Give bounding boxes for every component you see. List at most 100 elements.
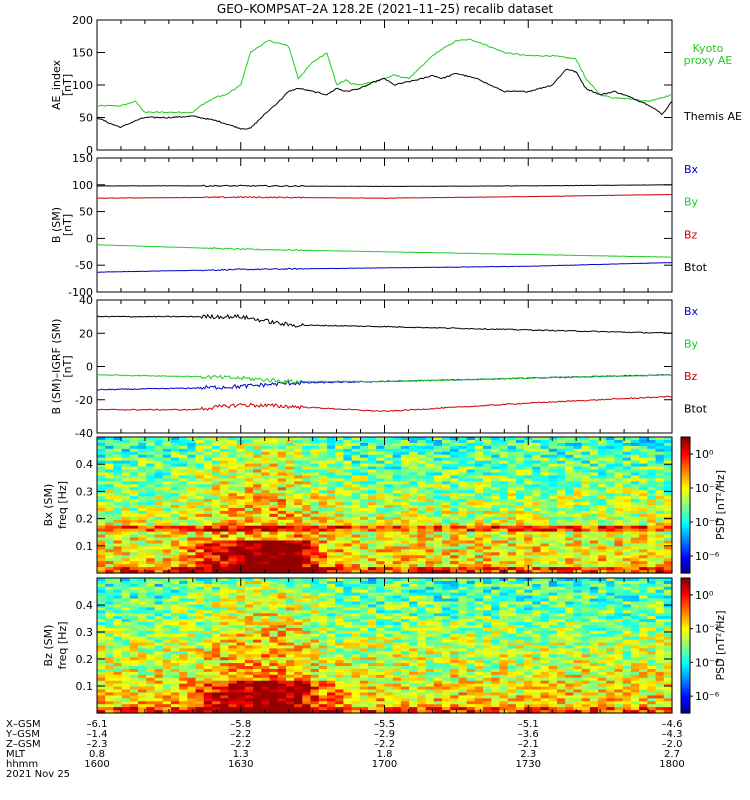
heatmap-cell bbox=[179, 674, 188, 679]
heatmap-cell bbox=[310, 540, 320, 545]
heatmap-cell bbox=[261, 601, 271, 606]
heatmap-cell bbox=[195, 451, 205, 456]
heatmap-cell bbox=[146, 624, 156, 629]
heatmap-cell bbox=[639, 516, 648, 521]
heatmap-cell bbox=[359, 475, 369, 479]
heatmap-cell bbox=[310, 680, 320, 685]
heatmap-cell bbox=[195, 439, 205, 444]
heatmap-cell bbox=[335, 522, 345, 527]
heatmap-cell bbox=[384, 540, 394, 545]
heatmap-cell bbox=[277, 592, 287, 597]
heatmap-cell bbox=[269, 695, 279, 699]
heatmap-cell bbox=[162, 660, 172, 664]
heatmap-cell bbox=[425, 466, 435, 471]
heatmap-cell bbox=[253, 516, 262, 521]
heatmap-cell bbox=[606, 537, 616, 542]
heatmap-cell bbox=[236, 528, 246, 533]
heatmap-cell bbox=[228, 493, 238, 497]
heatmap-cell bbox=[146, 507, 156, 512]
heatmap-cell bbox=[138, 522, 147, 527]
heatmap-cell bbox=[170, 567, 180, 571]
heatmap-cell bbox=[598, 454, 607, 459]
heatmap-cell bbox=[187, 519, 197, 524]
heatmap-cell bbox=[121, 689, 131, 694]
heatmap-cell bbox=[318, 601, 328, 606]
heatmap-cell bbox=[491, 507, 501, 512]
heatmap-cell bbox=[310, 439, 320, 444]
heatmap-cell bbox=[450, 472, 460, 477]
heatmap-cell bbox=[581, 537, 591, 542]
heatmap-cell bbox=[154, 439, 164, 444]
colorbar-segment bbox=[681, 557, 690, 560]
heatmap-cell bbox=[515, 469, 525, 474]
heatmap-cell bbox=[138, 528, 147, 533]
heatmap-cell bbox=[318, 645, 328, 650]
heatmap-cell bbox=[129, 668, 139, 673]
heatmap-cell bbox=[138, 610, 147, 614]
heatmap-cell bbox=[294, 463, 303, 468]
heatmap-cell bbox=[187, 578, 197, 582]
heatmap-cell bbox=[253, 543, 262, 547]
heatmap-cell bbox=[244, 616, 254, 620]
heatmap-cell bbox=[376, 451, 386, 456]
heatmap-cell bbox=[614, 469, 624, 474]
heatmap-cell bbox=[97, 586, 106, 591]
heatmap-cell bbox=[146, 651, 156, 655]
heatmap-cell bbox=[220, 469, 230, 474]
heatmap-cell bbox=[162, 654, 172, 658]
heatmap-cell bbox=[327, 683, 336, 688]
heatmap-cell bbox=[220, 448, 230, 453]
heatmap-cell bbox=[228, 645, 238, 650]
heatmap-cell bbox=[442, 484, 451, 488]
heatmap-cell bbox=[622, 490, 632, 494]
legend-bx: Bx bbox=[684, 163, 699, 176]
heatmap-cell bbox=[540, 567, 550, 571]
heatmap-cell bbox=[154, 490, 164, 494]
heatmap-cell bbox=[154, 499, 164, 503]
heatmap-cell bbox=[343, 654, 353, 658]
heatmap-cell bbox=[392, 496, 402, 500]
heatmap-cell bbox=[466, 481, 476, 485]
heatmap-cell bbox=[113, 457, 123, 462]
heatmap-cell bbox=[639, 442, 648, 447]
heatmap-cell bbox=[187, 619, 197, 623]
heatmap-cell bbox=[302, 437, 312, 441]
heatmap-cell bbox=[655, 442, 665, 447]
heatmap-cell bbox=[187, 616, 197, 620]
heatmap-cell bbox=[359, 505, 369, 509]
heatmap-cell bbox=[203, 648, 213, 652]
heatmap-cell bbox=[138, 607, 147, 611]
heatmap-cell bbox=[540, 528, 550, 533]
heatmap-cell bbox=[589, 531, 599, 536]
heatmap-cell bbox=[310, 622, 320, 626]
heatmap-cell bbox=[655, 490, 665, 494]
heatmap-cell bbox=[228, 549, 238, 553]
heatmap-cell bbox=[97, 510, 106, 515]
heatmap-cell bbox=[466, 519, 476, 524]
heatmap-cell bbox=[614, 510, 624, 515]
heatmap-cell bbox=[540, 555, 550, 559]
heatmap-cell bbox=[384, 457, 394, 462]
heatmap-cell bbox=[318, 642, 328, 647]
heatmap-cell bbox=[146, 610, 156, 614]
heatmap-cell bbox=[318, 487, 328, 491]
heatmap-cell bbox=[598, 499, 607, 503]
heatmap-cell bbox=[515, 460, 525, 465]
heatmap-cell bbox=[244, 598, 254, 603]
heatmap-cell bbox=[121, 616, 131, 620]
heatmap-cell bbox=[557, 567, 566, 571]
heatmap-cell bbox=[105, 531, 115, 536]
heatmap-cell bbox=[162, 710, 172, 714]
colorbar-segment bbox=[681, 541, 690, 545]
heatmap-cell bbox=[499, 510, 509, 515]
heatmap-cell bbox=[195, 648, 205, 652]
heatmap-cell bbox=[253, 469, 262, 474]
heatmap-cell bbox=[228, 507, 238, 512]
heatmap-cell bbox=[195, 522, 205, 527]
heatmap-cell bbox=[138, 686, 147, 691]
heatmap-cell bbox=[244, 642, 254, 647]
heatmap-cell bbox=[253, 549, 262, 553]
heatmap-cell bbox=[655, 502, 665, 506]
heatmap-cell bbox=[294, 666, 303, 670]
heatmap-cell bbox=[318, 610, 328, 614]
